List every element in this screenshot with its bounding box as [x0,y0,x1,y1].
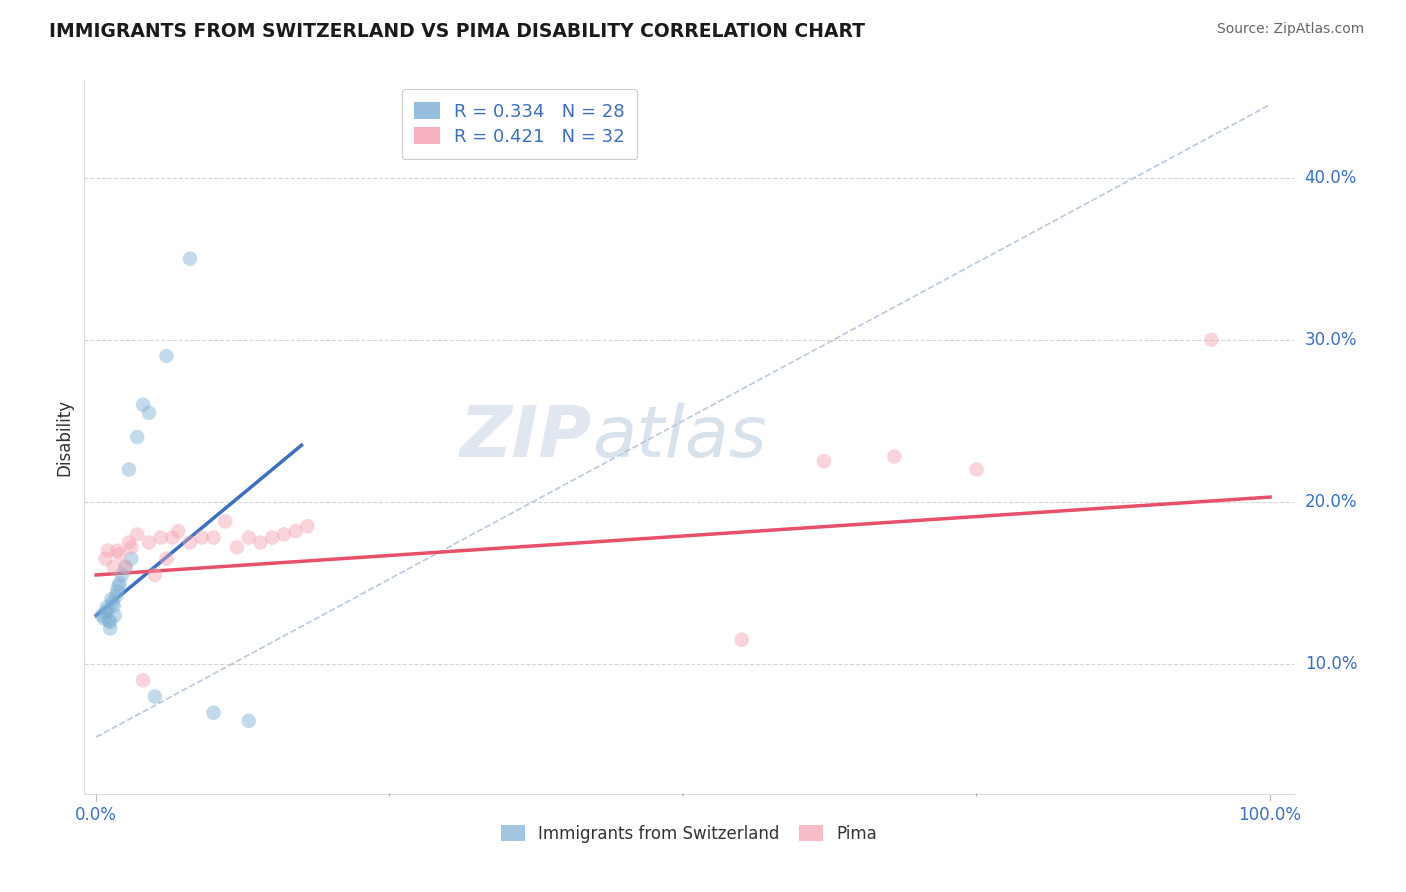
Point [731,632,754,647]
Point [98,613,121,627]
Point [120,541,142,555]
Text: 10.0%: 10.0% [1305,655,1357,673]
Point [226,541,249,555]
Point [98,615,121,629]
Text: 20.0%: 20.0% [1305,493,1357,511]
Point [155,349,177,363]
Point [118,535,141,549]
Point [107,579,129,593]
Point [262,531,284,545]
Point [143,568,166,582]
Point [179,252,201,266]
Point [143,690,166,704]
Point [114,559,136,574]
Point [94,605,117,619]
Text: ZIP: ZIP [460,402,592,472]
Point [155,551,177,566]
Point [100,592,122,607]
Point [149,531,172,545]
Point [111,568,134,582]
Point [214,515,236,529]
Point [108,576,131,591]
Point [132,673,155,688]
Point [104,608,127,623]
Point [966,462,988,476]
Point [249,535,271,549]
Point [97,604,120,618]
Text: 40.0%: 40.0% [1305,169,1357,186]
Point [202,531,225,545]
Text: IMMIGRANTS FROM SWITZERLAND VS PIMA DISABILITY CORRELATION CHART: IMMIGRANTS FROM SWITZERLAND VS PIMA DISA… [49,22,865,41]
Point [127,527,149,541]
Text: Source: ZipAtlas.com: Source: ZipAtlas.com [1216,22,1364,37]
Point [93,612,115,626]
Point [883,450,905,464]
Point [813,454,835,468]
Point [94,551,117,566]
Point [127,430,149,444]
Point [202,706,225,720]
Point [97,543,120,558]
Point [101,595,124,609]
Point [105,584,128,599]
Point [103,599,125,613]
Point [105,543,128,558]
Point [103,559,125,574]
Point [138,406,160,420]
Point [238,531,260,545]
Point [297,519,319,533]
Point [162,531,184,545]
Y-axis label: Disability: Disability [55,399,73,475]
Point [1201,333,1223,347]
Point [118,462,141,476]
Point [167,524,190,538]
Point [98,622,121,636]
Point [179,535,201,549]
Point [132,398,155,412]
Point [238,714,260,728]
Point [120,551,142,566]
Text: 30.0%: 30.0% [1305,331,1357,349]
Point [190,531,212,545]
Point [91,608,114,623]
Point [114,559,136,574]
Point [284,524,307,538]
Point [138,535,160,549]
Legend: Immigrants from Switzerland, Pima: Immigrants from Switzerland, Pima [495,819,883,850]
Point [96,600,118,615]
Point [273,527,295,541]
Text: atlas: atlas [592,402,766,472]
Point [108,547,131,561]
Point [105,589,128,603]
